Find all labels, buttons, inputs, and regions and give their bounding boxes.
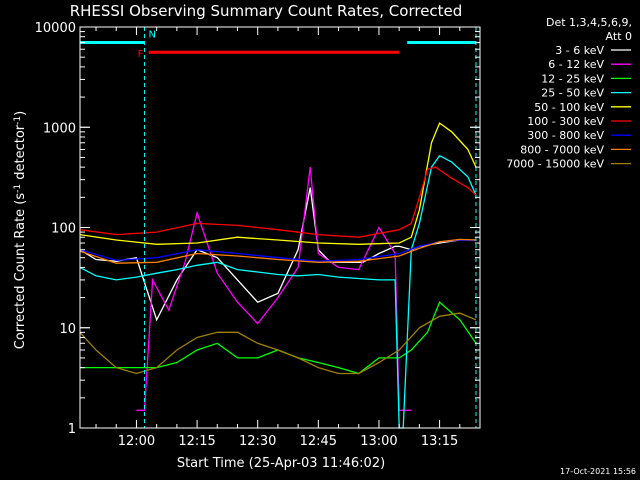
- y-axis-label-mid: detector: [13, 124, 28, 184]
- x-tick-label-2: 12:15: [178, 434, 215, 449]
- legend-label-1: 3 - 6 keV: [555, 44, 604, 57]
- y-axis-label-main: Corrected Count Rate (s: [13, 193, 28, 350]
- y-tick-label-3: 100: [51, 222, 76, 237]
- legend-label-7: 300 - 800 keV: [527, 129, 604, 142]
- chart-title: RHESSI Observing Summary Count Rates, Co…: [70, 2, 463, 20]
- x-axis-label: Start Time (25-Apr-03 11:46:02): [177, 456, 385, 471]
- legend-header-line-2: Att 0: [606, 30, 632, 43]
- series-line-8: [79, 238, 477, 264]
- legend-header-line-1: Det 1,3,4,5,6,9,: [546, 16, 632, 29]
- y-axis-label-end: ): [13, 111, 28, 116]
- y-axis-label-sup1: -1: [13, 184, 23, 193]
- legend-header: Det 1,3,4,5,6,9, Att 0: [546, 16, 632, 43]
- legend-label-8: 800 - 7000 keV: [520, 143, 604, 156]
- x-tick-label-6: 13:15: [421, 434, 458, 449]
- flare-flag-label: F: [138, 49, 144, 60]
- legend-label-4: 25 - 50 keV: [541, 87, 604, 100]
- series-line-9: [79, 312, 477, 375]
- series-line-4: [79, 154, 477, 429]
- series-line-6: [79, 166, 477, 238]
- series-line-3: [79, 301, 477, 375]
- series-line-7: [79, 239, 477, 262]
- x-tick-label-5: 13:00: [360, 434, 397, 449]
- y-tick-label-4: 1000: [43, 121, 76, 136]
- x-tick-label-3: 12:30: [239, 434, 276, 449]
- y-tick-label-1: 1: [68, 422, 76, 437]
- y-tick-label-2: 10: [59, 322, 76, 337]
- night-flag-label: N: [149, 30, 156, 41]
- legend-label-3: 12 - 25 keV: [541, 72, 604, 85]
- y-tick-label-5: 10000: [35, 21, 76, 36]
- legend-label-9: 7000 - 15000 keV: [506, 158, 604, 171]
- generation-timestamp: 17-Oct-2021 15:56: [560, 467, 636, 476]
- y-axis-label-sup2: -1: [13, 116, 23, 125]
- x-tick-label-4: 12:45: [300, 434, 337, 449]
- series-line-5: [79, 122, 477, 245]
- legend-label-2: 6 - 12 keV: [548, 58, 604, 71]
- x-tick-label-1: 12:00: [118, 434, 155, 449]
- series-line-2: [136, 167, 412, 411]
- y-axis-label: Corrected Count Rate (s-1 detector-1): [13, 111, 28, 349]
- legend-label-5: 50 - 100 keV: [534, 101, 604, 114]
- legend-label-6: 100 - 300 keV: [527, 115, 604, 128]
